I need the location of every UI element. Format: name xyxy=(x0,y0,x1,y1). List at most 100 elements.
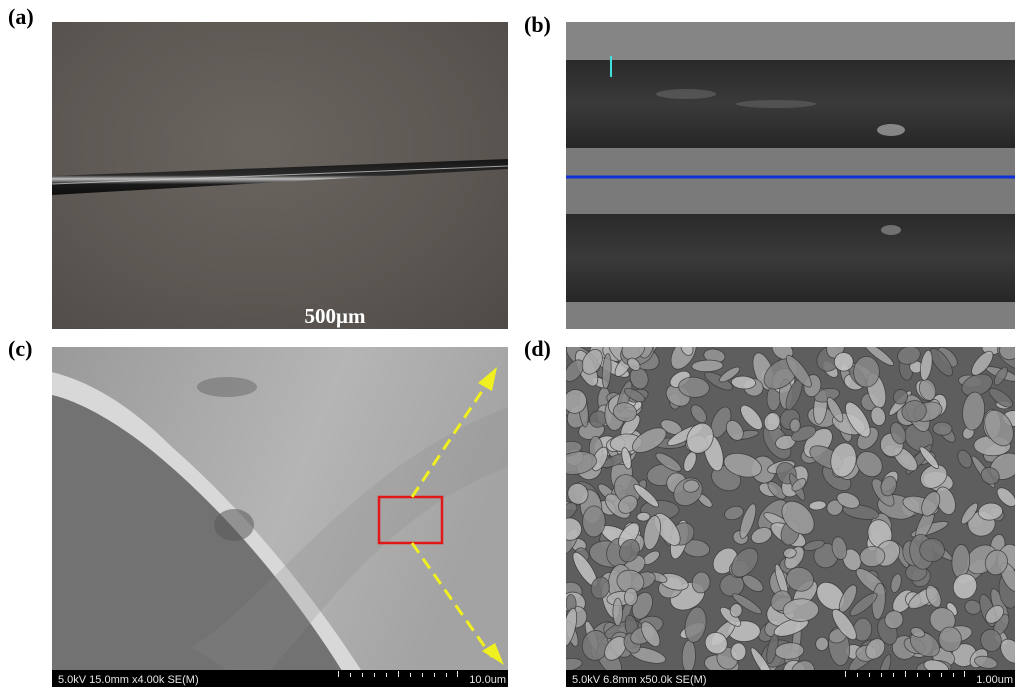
grain xyxy=(921,491,941,517)
arrow-up xyxy=(410,381,490,498)
grain xyxy=(870,406,886,427)
grain xyxy=(684,606,707,643)
grain xyxy=(826,397,844,423)
fiber-image xyxy=(52,159,508,195)
grain xyxy=(1000,638,1015,664)
grain xyxy=(566,451,597,475)
grain xyxy=(612,597,623,627)
grain xyxy=(636,511,651,522)
grain xyxy=(621,447,632,470)
grain xyxy=(640,621,661,648)
grain xyxy=(601,353,612,390)
grain xyxy=(803,539,825,551)
grain xyxy=(623,587,638,606)
grain xyxy=(704,631,728,655)
grain xyxy=(856,451,883,478)
grain xyxy=(750,527,773,544)
grain xyxy=(783,547,797,559)
grain xyxy=(890,573,902,593)
grain xyxy=(865,638,886,660)
grain xyxy=(719,366,741,383)
grain xyxy=(974,655,998,669)
grain xyxy=(919,538,945,563)
grain xyxy=(833,352,854,372)
arrow-down xyxy=(410,542,494,658)
grain xyxy=(952,573,978,600)
grain xyxy=(724,505,744,521)
grain xyxy=(789,418,801,433)
grain xyxy=(845,401,871,438)
grain xyxy=(781,500,815,535)
grain xyxy=(993,366,1008,386)
roi-box xyxy=(377,495,444,545)
fluorescence-image xyxy=(566,22,1015,329)
grain xyxy=(791,478,807,492)
grain xyxy=(566,359,585,382)
grain xyxy=(632,427,667,453)
panel-label-d: (d) xyxy=(524,336,551,361)
sem-scale-ticks xyxy=(338,671,458,677)
grain xyxy=(729,603,743,618)
grain xyxy=(619,538,640,563)
grain xyxy=(731,547,759,578)
sem-image-high-mag xyxy=(566,347,1015,687)
grain xyxy=(988,387,1014,408)
sem-scale-label: 1.00um xyxy=(976,674,1013,686)
grain xyxy=(815,636,829,652)
grain xyxy=(909,631,940,658)
grain xyxy=(938,626,962,652)
grain xyxy=(901,400,927,423)
grain xyxy=(773,617,809,637)
grain xyxy=(831,608,857,641)
grain xyxy=(643,515,661,551)
grain xyxy=(863,347,895,366)
grain xyxy=(567,482,589,505)
grain xyxy=(890,422,907,445)
grain xyxy=(960,502,979,525)
fiber xyxy=(52,159,508,195)
grain xyxy=(633,483,659,508)
grain xyxy=(739,503,757,539)
grain xyxy=(774,642,805,660)
grain xyxy=(957,449,973,469)
grain xyxy=(919,349,933,381)
grain xyxy=(831,536,848,560)
sem-info-text: 5.0kV 6.8mm x50.0k SE(M) xyxy=(572,674,707,686)
grain xyxy=(581,348,603,375)
grain xyxy=(566,389,587,414)
grain xyxy=(919,446,939,469)
grain xyxy=(980,466,1000,485)
panel-label-a: (a) xyxy=(8,4,34,29)
grain xyxy=(830,442,857,478)
sem-panel-low-mag: 5.0kV 15.0mm x4.00k SE(M) 10.0um xyxy=(52,347,508,687)
grain xyxy=(566,517,582,541)
grain xyxy=(723,452,762,478)
grain xyxy=(566,607,578,647)
grain xyxy=(962,391,986,431)
grain xyxy=(624,387,646,403)
grain xyxy=(880,475,897,497)
grain xyxy=(786,566,814,592)
panel-label-b: (b) xyxy=(524,12,551,37)
grain xyxy=(892,389,909,405)
grain xyxy=(929,347,953,377)
grain xyxy=(740,404,763,431)
grain xyxy=(859,546,886,567)
grain xyxy=(910,627,926,638)
grain xyxy=(808,500,827,511)
grain xyxy=(884,610,904,630)
grain xyxy=(590,576,610,599)
grain xyxy=(897,347,921,365)
grain xyxy=(690,404,707,424)
grain xyxy=(618,495,638,514)
optical-micrograph-panel: 500μm xyxy=(52,22,508,329)
grain xyxy=(732,593,763,615)
sem-info-bar: 5.0kV 6.8mm x50.0k SE(M) 1.00um xyxy=(566,670,1015,687)
grain xyxy=(971,350,994,376)
grain xyxy=(849,592,878,617)
grain xyxy=(767,481,786,500)
grain xyxy=(682,479,700,493)
grain xyxy=(826,347,845,359)
grain xyxy=(782,598,820,622)
grain xyxy=(929,607,956,633)
